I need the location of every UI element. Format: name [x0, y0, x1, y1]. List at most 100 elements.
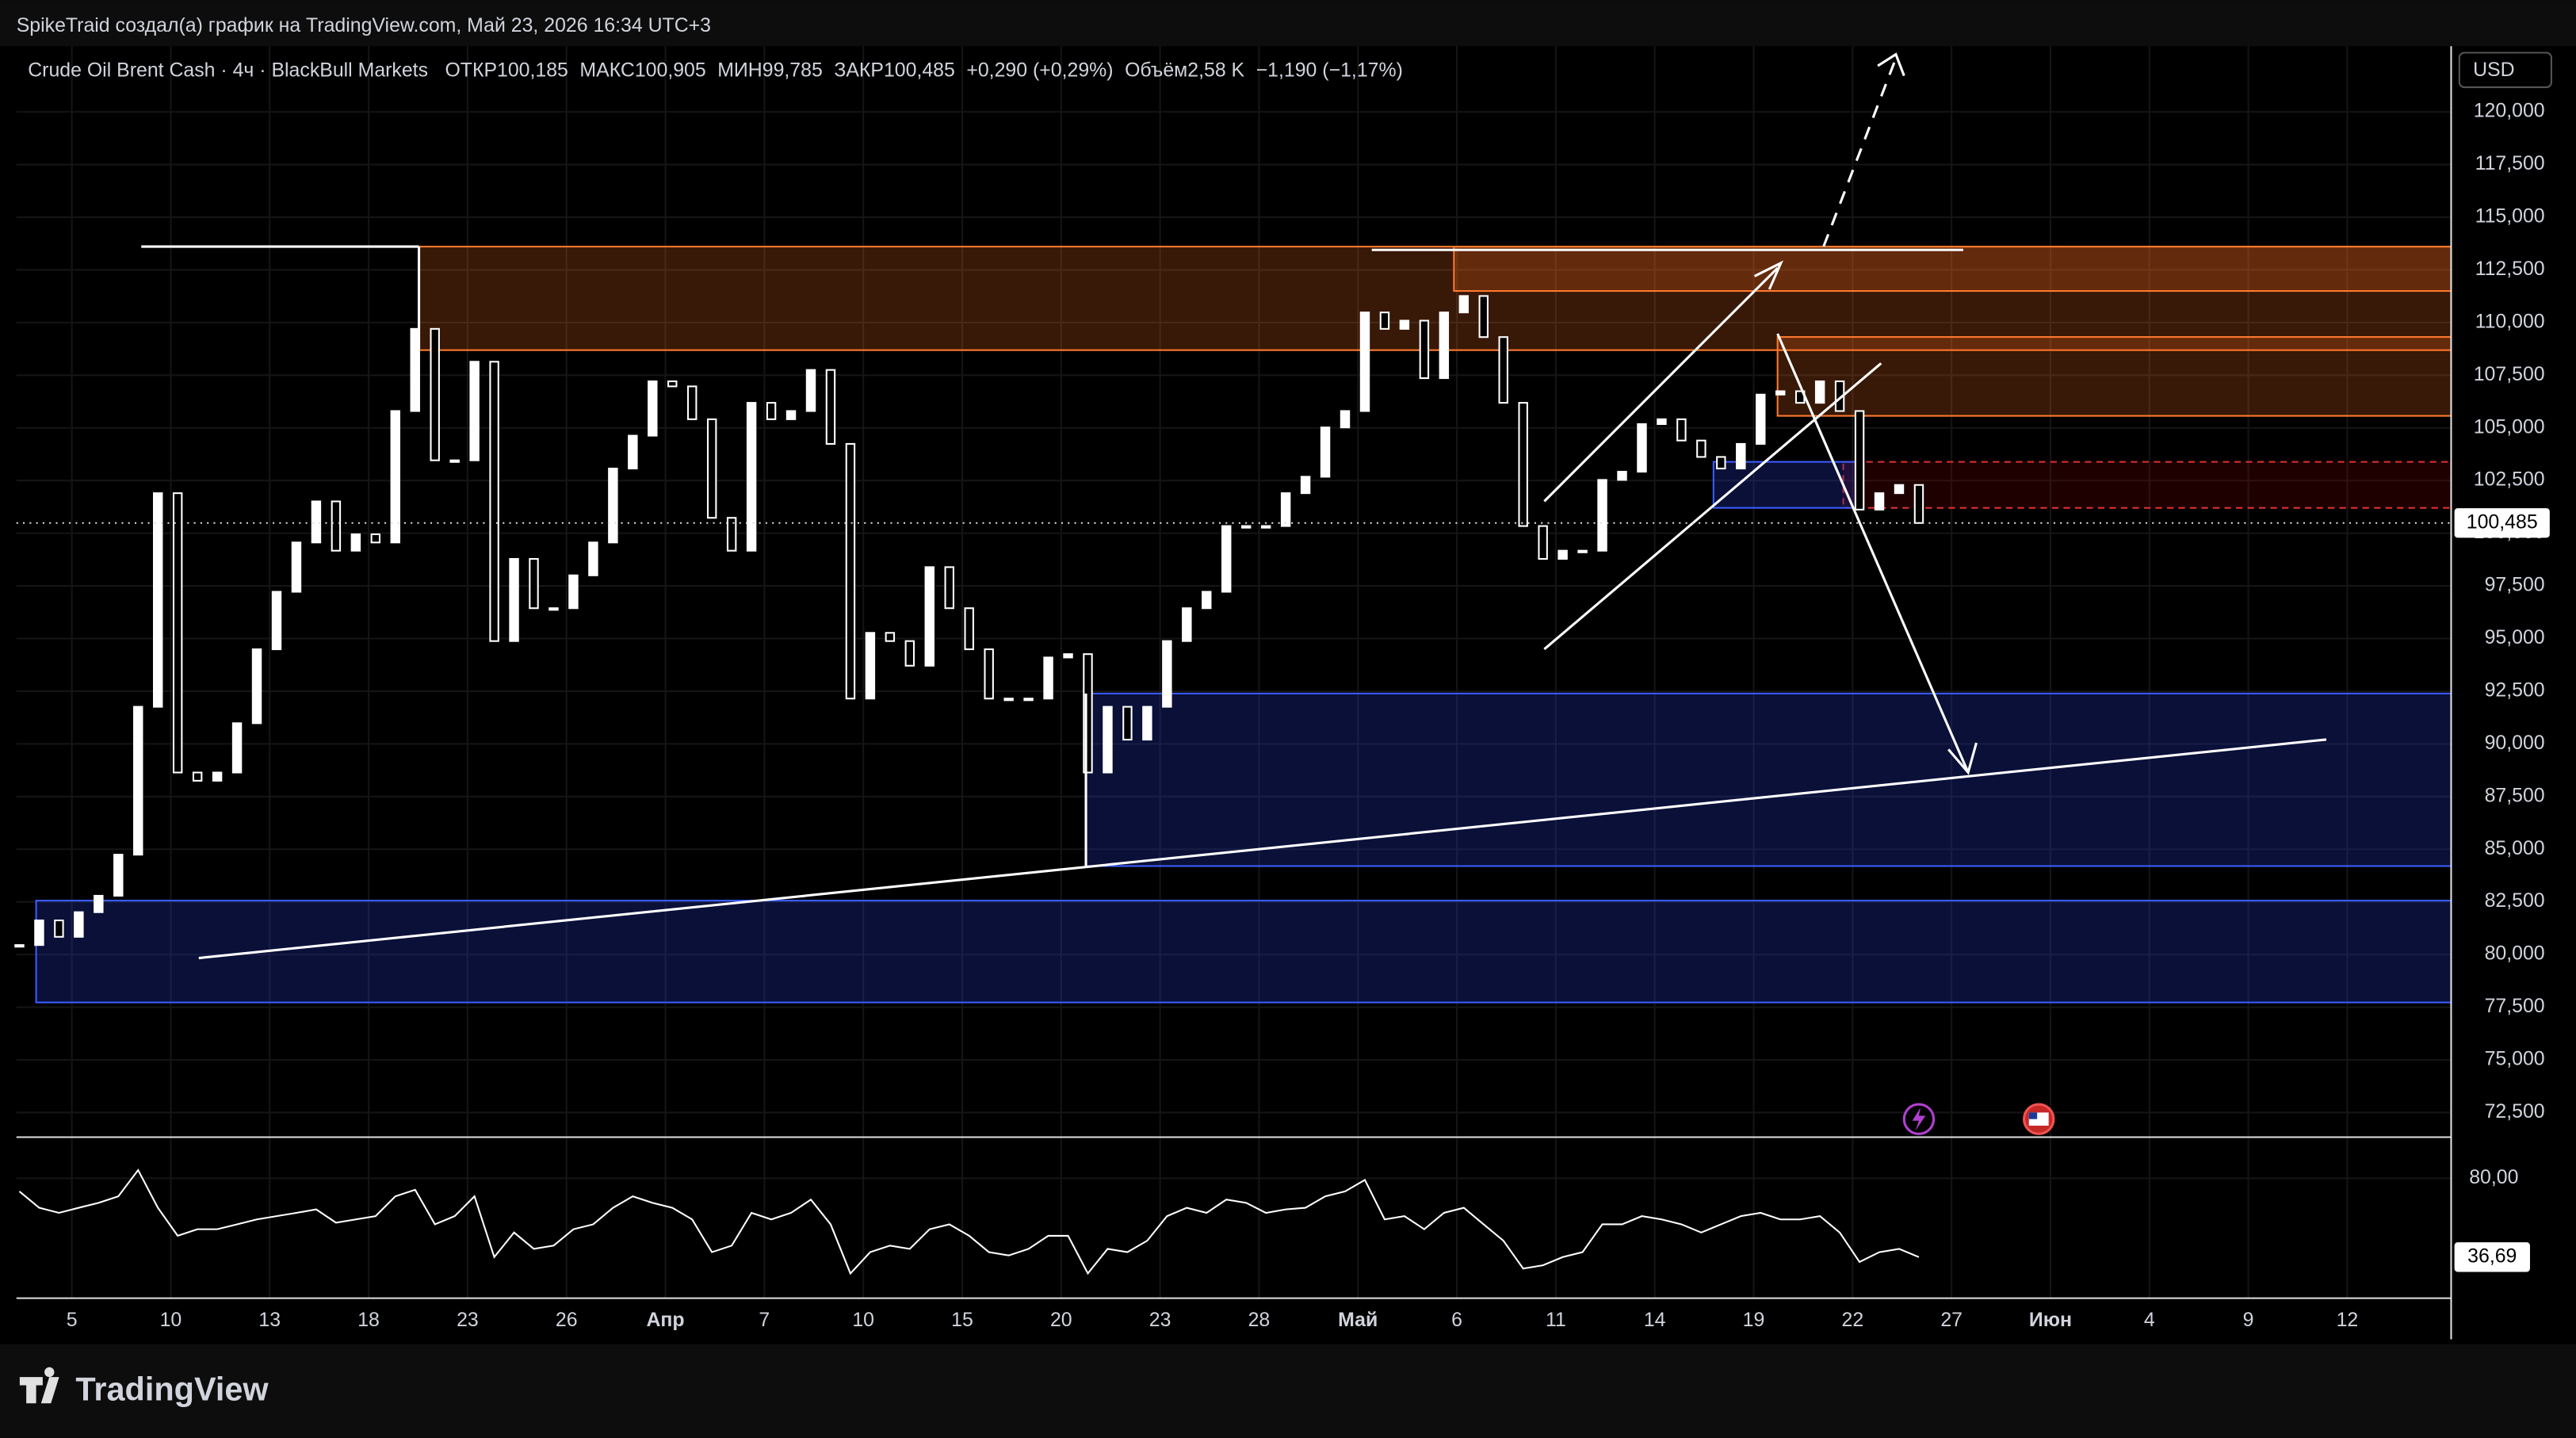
- candle: [1538, 525, 1548, 560]
- candle: [1280, 492, 1291, 527]
- candle: [1913, 484, 1924, 524]
- candle: [1874, 492, 1885, 511]
- rsi-label: 36,69: [2467, 1245, 2517, 1267]
- y-tick-label: 112,500: [2475, 258, 2545, 280]
- channel-line: [1543, 266, 1779, 503]
- candle: [628, 434, 638, 470]
- candle: [568, 574, 579, 610]
- candle: [113, 854, 124, 897]
- x-tick-label: 23: [1149, 1309, 1171, 1331]
- candle: [1498, 336, 1508, 404]
- red-zone: [1842, 461, 2452, 509]
- candle: [1577, 549, 1588, 553]
- y-tick-label: 82,500: [2485, 889, 2545, 912]
- candle: [410, 327, 420, 412]
- footer: [0, 1344, 2576, 1438]
- candle: [509, 558, 519, 642]
- x-tick-label: 6: [1451, 1309, 1462, 1331]
- rsi-tick-label: 80,00: [2469, 1166, 2518, 1188]
- y-tick-label: 85,000: [2485, 837, 2545, 859]
- y-tick-label: 77,500: [2485, 995, 2545, 1017]
- candle: [785, 410, 797, 420]
- x-tick-label: 14: [1644, 1309, 1666, 1331]
- y-tick-label: 105,000: [2474, 415, 2545, 438]
- candle: [469, 361, 480, 461]
- currency[interactable]: USD: [2473, 59, 2515, 81]
- candle: [805, 369, 816, 412]
- candle: [350, 533, 361, 552]
- candle: [1419, 319, 1430, 380]
- candle: [984, 648, 994, 700]
- grid: [16, 46, 2452, 1298]
- candle: [1557, 549, 1568, 560]
- candle: [14, 944, 25, 948]
- candle: [370, 533, 381, 544]
- candle: [251, 648, 262, 725]
- last-price-tag: [2454, 508, 2550, 538]
- candle: [1122, 706, 1133, 741]
- candle: [667, 380, 678, 388]
- candle: [1260, 525, 1271, 529]
- currency-button[interactable]: [2458, 52, 2552, 89]
- candle: [1182, 607, 1192, 642]
- y-tick-label: 120,000: [2474, 100, 2545, 122]
- supply-zone: [1453, 246, 2452, 293]
- candle: [726, 517, 737, 552]
- y-tick-label: 75,000: [2485, 1048, 2545, 1070]
- x-tick-label: 5: [67, 1309, 78, 1331]
- y-tick-label: 87,500: [2485, 784, 2545, 806]
- candle: [944, 566, 954, 610]
- candle: [1814, 380, 1825, 404]
- y-tick-label: 72,500: [2485, 1100, 2545, 1122]
- x-tick-label: 19: [1743, 1309, 1765, 1331]
- x-tick-label: 12: [2337, 1309, 2359, 1331]
- demand-zone: [1085, 692, 2452, 867]
- candles: [14, 295, 1924, 948]
- y-tick-label: 102,500: [2474, 468, 2545, 491]
- candle: [1003, 698, 1014, 702]
- drawings-zones: [35, 246, 2452, 1004]
- candle: [172, 492, 183, 774]
- y-tick-label: 92,500: [2485, 679, 2545, 701]
- x-tick-label: 11: [1546, 1309, 1566, 1331]
- candle: [1379, 312, 1390, 330]
- event-icons: [1902, 1103, 2055, 1135]
- candle: [133, 706, 143, 856]
- candle: [311, 500, 322, 544]
- legend-item: +0,290 (+0,29%): [966, 59, 1113, 81]
- y-tick-label: 115,000: [2475, 205, 2545, 228]
- candle: [1676, 418, 1687, 442]
- x-tick-label: 22: [1842, 1309, 1864, 1331]
- legend-item: ОТКР100,185: [445, 59, 568, 81]
- y-tick-label: 110,000: [2475, 310, 2545, 332]
- candle: [904, 640, 915, 667]
- x-tick-label: 28: [1248, 1309, 1271, 1331]
- drawings-lines: [141, 52, 2327, 960]
- candle: [1340, 410, 1351, 429]
- candle: [1202, 591, 1212, 610]
- arrow: [1776, 333, 1970, 773]
- logo[interactable]: TradingView: [75, 1371, 269, 1408]
- candle: [1320, 426, 1331, 478]
- legend: Crude Oil Brent Cash · 4ч · BlackBull Ma…: [28, 59, 1403, 81]
- x-tick-label: 20: [1050, 1309, 1072, 1331]
- candle: [687, 385, 698, 420]
- candle: [1023, 698, 1034, 702]
- rsi-line: [18, 1168, 1920, 1275]
- candle: [924, 566, 935, 667]
- candle: [1063, 653, 1073, 659]
- candle: [1439, 312, 1450, 380]
- y-tick-label: 107,500: [2474, 363, 2545, 385]
- arrow-head: [1877, 52, 1905, 77]
- candle: [1458, 295, 1470, 314]
- x-tick-label: 15: [951, 1309, 973, 1331]
- candle: [1103, 706, 1113, 774]
- trend-line: [198, 738, 2327, 960]
- legend-item: МИН99,785: [717, 59, 823, 81]
- candle: [231, 722, 243, 774]
- legend-item: ЗАКР100,485: [834, 59, 955, 81]
- arrow-head: [1753, 260, 1783, 290]
- candle: [1043, 656, 1053, 700]
- x-tick-label: 9: [2243, 1309, 2254, 1331]
- legend-item: МАКС100,905: [579, 59, 705, 81]
